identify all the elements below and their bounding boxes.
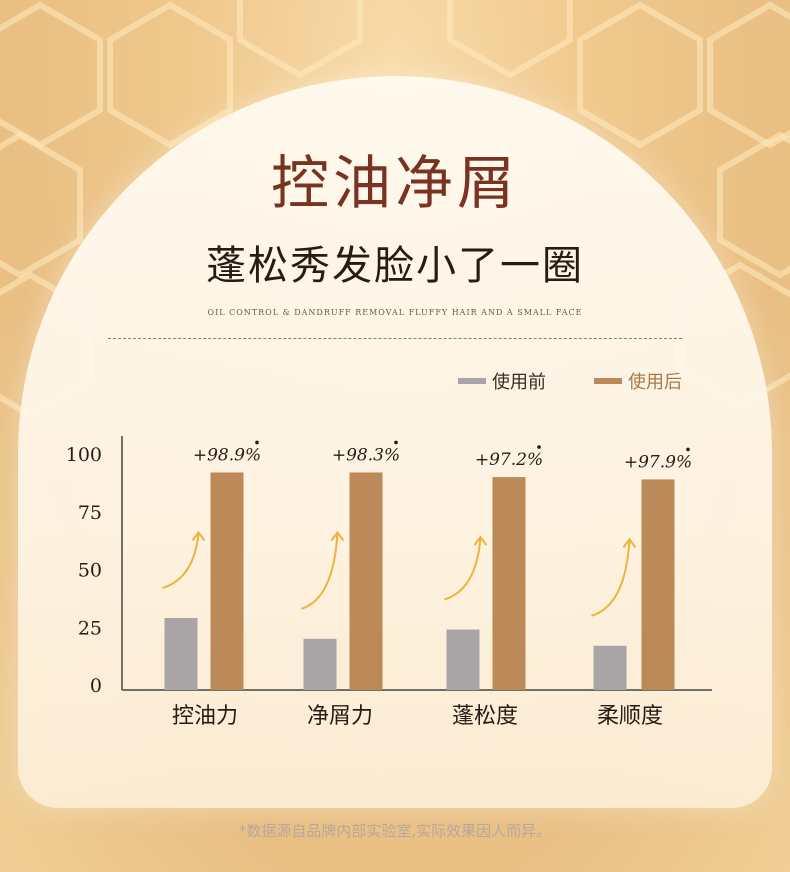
page-subtitle: 蓬松秀发脸小了一圈 [206, 243, 584, 289]
category-label: 控油力 [172, 704, 238, 729]
bar-after [349, 472, 383, 690]
bar-after [210, 472, 244, 690]
y-tick-label: 75 [78, 502, 102, 524]
category-label: 蓬松度 [452, 704, 518, 729]
bar-before [164, 618, 198, 690]
legend-swatch-after [594, 378, 622, 384]
annotation-dot [394, 440, 398, 445]
y-tick-label: 100 [66, 444, 102, 466]
category-label: 净屑力 [307, 704, 373, 729]
y-tick-label: 0 [90, 675, 102, 697]
y-tick-label: 25 [78, 617, 102, 639]
legend-label-before: 使用前 [492, 372, 546, 393]
trend-arrow [444, 537, 482, 601]
bar-before [593, 645, 627, 690]
annotation-dot [255, 440, 259, 445]
increase-label: +98.9% [193, 445, 261, 465]
trend-arrow [591, 539, 631, 617]
y-tick-label: 50 [78, 560, 102, 582]
category-label: 柔顺度 [597, 704, 663, 729]
trend-arrowhead [191, 530, 206, 542]
trend-arrowhead [330, 530, 345, 542]
footnote: *数据源自品牌内部实验室,实际效果因人而异。 [238, 822, 552, 840]
annotation-dot [686, 447, 690, 452]
legend-swatch-before [458, 378, 486, 384]
legend-label-after: 使用后 [628, 372, 682, 393]
trend-arrow [162, 532, 200, 589]
dashed-divider [108, 338, 682, 339]
increase-label: +97.9% [624, 452, 692, 472]
increase-label: +98.3% [332, 445, 400, 465]
trend-arrowhead [622, 537, 637, 549]
bar-after [492, 477, 526, 690]
legend-item-after: 使用后 [594, 368, 682, 394]
bar-before [446, 629, 480, 690]
page-title: 控油净屑 [270, 149, 519, 217]
bar-after [641, 479, 675, 690]
bar-before [303, 638, 337, 690]
trend-arrow [301, 532, 339, 610]
increase-label: +97.2% [475, 450, 543, 470]
english-caption: OIL CONTROL & DANDRUFF REMOVAL FLUFFY HA… [207, 308, 583, 317]
trend-arrowhead [473, 535, 488, 546]
legend-item-before: 使用前 [458, 368, 546, 394]
annotation-dot [537, 445, 541, 449]
